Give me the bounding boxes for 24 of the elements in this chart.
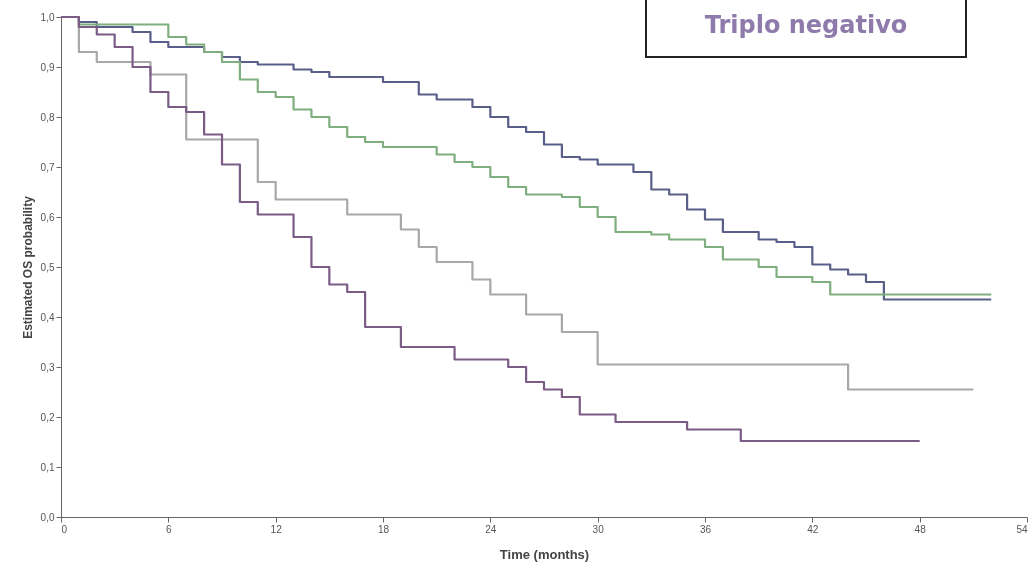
y-axis-title: Estimated OS probability: [20, 195, 35, 339]
y-tick-label: 0,3: [40, 361, 55, 373]
x-tick-label: 24: [485, 523, 497, 535]
x-tick-label: 6: [166, 523, 173, 535]
y-tick-label: 0,4: [40, 311, 55, 323]
y-tick-label: 0,5: [40, 261, 55, 273]
y-tick-label: 1,0: [40, 11, 55, 23]
x-tick-label: 18: [377, 523, 390, 535]
x-tick-label: 30: [592, 523, 605, 535]
y-tick-label: 0,6: [40, 211, 55, 223]
x-tick-label: 12: [270, 523, 283, 535]
y-tick-label: 0,9: [40, 61, 55, 73]
x-tick-label: 42: [807, 523, 819, 535]
x-axis-title: Time (months): [499, 546, 590, 562]
x-tick-label: 48: [914, 523, 927, 535]
x-tick-label: 0: [61, 523, 68, 535]
x-tick-label: 36: [699, 523, 712, 535]
y-tick-label: 0,0: [40, 511, 55, 523]
y-tick-label: 0,7: [40, 161, 55, 173]
y-tick-label: 0,2: [40, 411, 55, 423]
text-box: Triplo negativo: [645, 0, 967, 58]
y-tick-label: 0,8: [40, 111, 55, 123]
y-tick-label: 0,1: [40, 461, 55, 473]
x-tick-label: 54: [1016, 523, 1028, 535]
